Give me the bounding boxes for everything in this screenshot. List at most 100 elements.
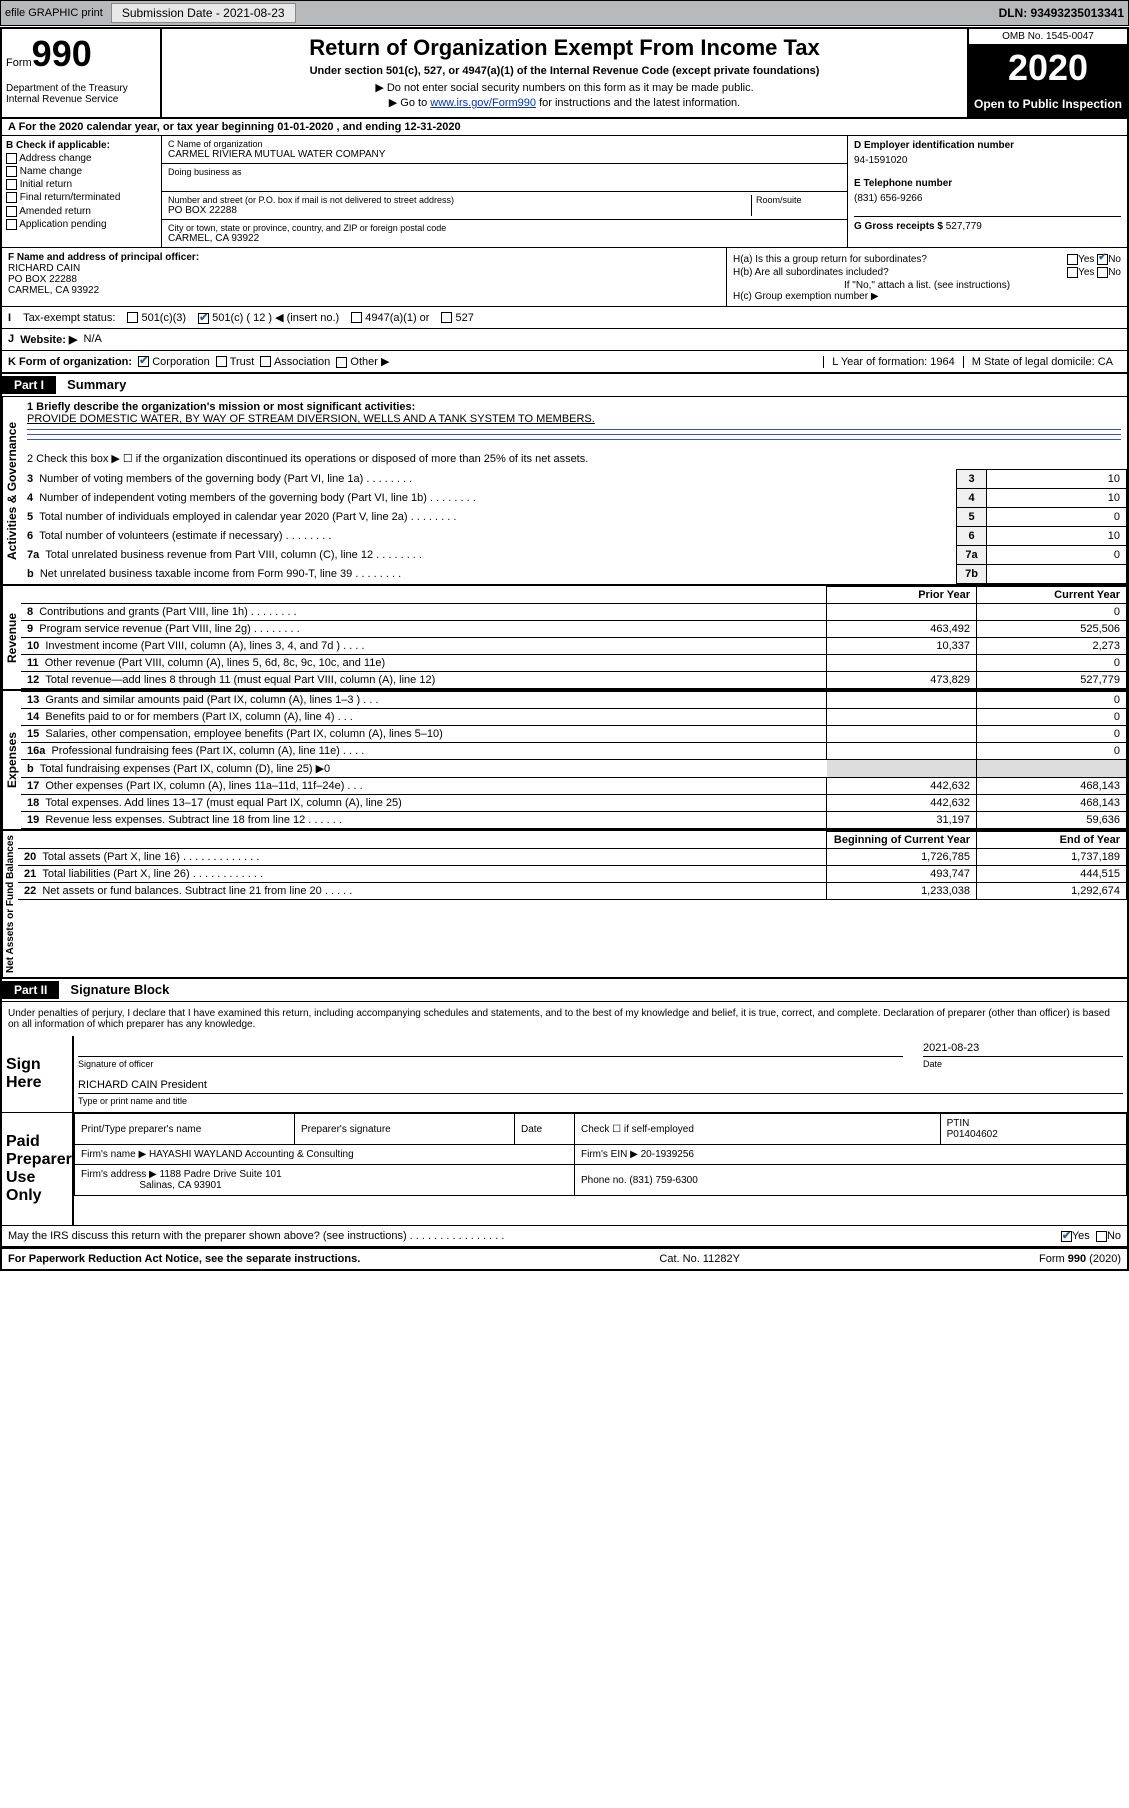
room-label: Room/suite: [756, 195, 841, 205]
opt-corp[interactable]: Corporation: [138, 356, 210, 368]
officer-label: F Name and address of principal officer:: [8, 252, 720, 263]
revenue-table: Prior YearCurrent Year8 Contributions an…: [21, 586, 1127, 689]
q2-text: 2 Check this box ▶ ☐ if the organization…: [21, 448, 1127, 469]
title-box: Return of Organization Exempt From Incom…: [162, 29, 967, 117]
ptin-label: PTIN: [947, 1118, 970, 1129]
type-name-label: Type or print name and title: [78, 1096, 1123, 1106]
hb-note: If "No," attach a list. (see instruction…: [733, 280, 1121, 291]
form-header: Form990 Department of the Treasury Inter…: [2, 29, 1127, 119]
dba-label: Doing business as: [168, 167, 841, 177]
sign-here-label: Sign Here: [2, 1036, 72, 1112]
state-domicile: M State of legal domicile: CA: [963, 356, 1121, 368]
firm-addr1: 1188 Padre Drive Suite 101: [160, 1169, 282, 1180]
hb-answer: Yes No: [1067, 267, 1121, 278]
dln-label: DLN: 93493235013341: [999, 6, 1124, 20]
firm-phone: (831) 759-6300: [629, 1175, 697, 1186]
inspection-label: Open to Public Inspection: [969, 91, 1127, 117]
year-box: OMB No. 1545-0047 2020 Open to Public In…: [967, 29, 1127, 117]
opt-4947[interactable]: 4947(a)(1) or: [351, 312, 429, 324]
net-assets-section: Net Assets or Fund Balances Beginning of…: [2, 831, 1127, 979]
vlabel-expenses: Expenses: [2, 691, 21, 829]
year-formation: L Year of formation: 1964: [823, 356, 963, 368]
instruction-2: ▶ Go to www.irs.gov/Form990 for instruct…: [168, 96, 961, 109]
chk-application-pending[interactable]: Application pending: [6, 219, 157, 230]
street-value: PO BOX 22288: [168, 205, 751, 216]
submission-date-button[interactable]: Submission Date - 2021-08-23: [111, 3, 296, 23]
instruction-1: ▶ Do not enter social security numbers o…: [168, 81, 961, 94]
revenue-section: Revenue Prior YearCurrent Year8 Contribu…: [2, 586, 1127, 691]
chk-address-change[interactable]: Address change: [6, 153, 157, 164]
firm-addr-label: Firm's address ▶: [81, 1169, 157, 1180]
vlabel-governance: Activities & Governance: [2, 397, 21, 584]
footer-right: Form 990 (2020): [1039, 1253, 1121, 1265]
opt-501c3[interactable]: 501(c)(3): [127, 312, 186, 324]
mission-text: PROVIDE DOMESTIC WATER, BY WAY OF STREAM…: [27, 413, 595, 425]
discuss-yes[interactable]: Yes: [1061, 1230, 1090, 1242]
section-c: C Name of organization CARMEL RIVIERA MU…: [162, 136, 847, 247]
toolbar: efile GRAPHIC print Submission Date - 20…: [0, 0, 1129, 26]
officer-addr2: CARMEL, CA 93922: [8, 285, 720, 296]
opt-assoc[interactable]: Association: [260, 356, 330, 368]
opt-527[interactable]: 527: [441, 312, 473, 324]
chk-name-change[interactable]: Name change: [6, 166, 157, 177]
city-label: City or town, state or province, country…: [168, 223, 841, 233]
ptin-value: P01404602: [947, 1129, 998, 1140]
tax-year: 2020: [969, 45, 1127, 91]
part2-header: Part II: [2, 981, 59, 999]
chk-initial-return[interactable]: Initial return: [6, 179, 157, 190]
prep-name-header: Print/Type preparer's name: [75, 1114, 295, 1145]
section-b: B Check if applicable: Address change Na…: [2, 136, 162, 247]
q1-label: 1 Briefly describe the organization's mi…: [21, 397, 1127, 448]
opt-trust[interactable]: Trust: [216, 356, 255, 368]
preparer-table: Print/Type preparer's name Preparer's si…: [74, 1113, 1127, 1196]
street-label: Number and street (or P.O. box if mail i…: [168, 195, 751, 205]
opt-501c[interactable]: 501(c) ( 12 ) ◀ (insert no.): [198, 311, 339, 324]
ein-label: D Employer identification number: [854, 140, 1121, 151]
gross-value: 527,779: [946, 221, 982, 232]
chk-amended-return[interactable]: Amended return: [6, 206, 157, 217]
discuss-text: May the IRS discuss this return with the…: [8, 1230, 1061, 1242]
self-employed-check[interactable]: Check ☐ if self-employed: [575, 1114, 941, 1145]
section-bcde: B Check if applicable: Address change Na…: [2, 136, 1127, 248]
row-j: J Website: ▶ N/A: [2, 329, 1127, 351]
form-title: Return of Organization Exempt From Incom…: [168, 35, 961, 61]
part2-bar: Part II Signature Block: [2, 979, 1127, 1002]
sig-date: 2021-08-23: [923, 1040, 1123, 1057]
website-value: N/A: [84, 333, 102, 346]
firm-name: HAYASHI WAYLAND Accounting & Consulting: [149, 1149, 354, 1160]
part1-bar: Part I Summary: [2, 374, 1127, 397]
footer-left: For Paperwork Reduction Act Notice, see …: [8, 1253, 360, 1265]
hc-label: H(c) Group exemption number ▶: [733, 291, 1121, 302]
gross-label: G Gross receipts $: [854, 221, 943, 232]
form-990-container: Form990 Department of the Treasury Inter…: [0, 27, 1129, 1271]
part2-title: Signature Block: [62, 982, 169, 997]
part1-header: Part I: [2, 376, 56, 394]
firm-phone-label: Phone no.: [581, 1175, 627, 1186]
discuss-no[interactable]: No: [1096, 1230, 1121, 1242]
line-a: A For the 2020 calendar year, or tax yea…: [2, 119, 1127, 136]
hb-label: H(b) Are all subordinates included?: [733, 267, 889, 278]
footer-mid: Cat. No. 11282Y: [659, 1253, 740, 1265]
org-name: CARMEL RIVIERA MUTUAL WATER COMPANY: [168, 149, 841, 160]
form-number-box: Form990 Department of the Treasury Inter…: [2, 29, 162, 117]
ha-label: H(a) Is this a group return for subordin…: [733, 254, 927, 265]
prep-sig-header: Preparer's signature: [295, 1114, 515, 1145]
row-k: K Form of organization: Corporation Trus…: [2, 351, 1127, 374]
section-h: H(a) Is this a group return for subordin…: [727, 248, 1127, 306]
chk-final-return[interactable]: Final return/terminated: [6, 192, 157, 203]
officer-name: RICHARD CAIN: [8, 263, 720, 274]
tax-status-label: Tax-exempt status:: [23, 312, 115, 324]
opt-other[interactable]: Other ▶: [336, 355, 389, 368]
prep-date-header: Date: [515, 1114, 575, 1145]
irs-link[interactable]: www.irs.gov/Form990: [430, 97, 536, 109]
declaration-text: Under penalties of perjury, I declare th…: [2, 1002, 1127, 1036]
section-f: F Name and address of principal officer:…: [2, 248, 727, 306]
officer-typed-name: RICHARD CAIN President: [78, 1077, 1123, 1094]
firm-addr2: Salinas, CA 93901: [139, 1180, 221, 1191]
firm-ein: 20-1939256: [641, 1149, 694, 1160]
form-org-label: K Form of organization:: [8, 356, 132, 368]
ha-answer: Yes No: [1067, 254, 1121, 265]
efile-label: efile GRAPHIC print: [5, 7, 103, 19]
instr2-pre: ▶ Go to: [389, 97, 430, 109]
sig-date-label: Date: [923, 1059, 1123, 1069]
